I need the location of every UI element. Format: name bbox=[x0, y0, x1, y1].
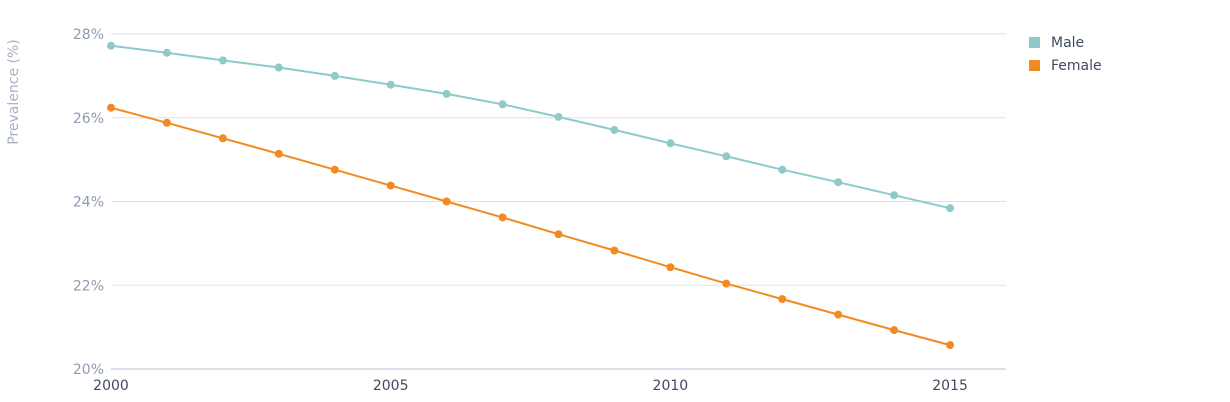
x-tick-label: 2005 bbox=[373, 378, 409, 394]
y-tick-label: 28% bbox=[73, 27, 104, 43]
data-point-female-2006[interactable] bbox=[442, 197, 451, 206]
series-female bbox=[107, 103, 955, 350]
y-tick-label: 26% bbox=[73, 111, 104, 127]
data-point-male-2013[interactable] bbox=[834, 178, 843, 187]
legend-swatch-male bbox=[1029, 37, 1040, 48]
series-line-male bbox=[110, 44, 951, 210]
data-point-male-2006[interactable] bbox=[442, 89, 451, 98]
data-point-male-2003[interactable] bbox=[274, 63, 283, 72]
y-tick-label: 22% bbox=[73, 278, 104, 294]
data-point-male-2012[interactable] bbox=[778, 165, 787, 174]
legend-label-male: Male bbox=[1051, 35, 1084, 51]
data-point-female-2013[interactable] bbox=[834, 310, 843, 319]
legend-item-male[interactable]: Male bbox=[1029, 35, 1084, 51]
data-point-female-2007[interactable] bbox=[498, 213, 507, 222]
y-tick-label: 20% bbox=[73, 362, 104, 378]
series-layer bbox=[107, 41, 955, 350]
x-tick-label: 2010 bbox=[653, 378, 689, 394]
data-point-female-2009[interactable] bbox=[610, 246, 619, 255]
legend-swatch-female bbox=[1029, 60, 1040, 71]
data-point-female-2004[interactable] bbox=[330, 165, 339, 174]
data-point-female-2000[interactable] bbox=[107, 103, 115, 112]
legend-label-female: Female bbox=[1051, 58, 1102, 74]
data-point-male-2002[interactable] bbox=[218, 56, 227, 65]
data-point-male-2009[interactable] bbox=[610, 125, 619, 134]
data-point-female-2008[interactable] bbox=[554, 230, 563, 239]
series-male bbox=[107, 41, 955, 213]
x-tick-label: 2015 bbox=[932, 378, 968, 394]
data-point-female-2003[interactable] bbox=[274, 149, 283, 158]
data-point-male-2001[interactable] bbox=[162, 48, 171, 57]
data-point-male-2005[interactable] bbox=[386, 80, 395, 89]
data-point-male-2015[interactable] bbox=[946, 204, 955, 213]
data-point-female-2011[interactable] bbox=[722, 279, 731, 288]
data-point-female-2012[interactable] bbox=[778, 295, 787, 304]
x-tick-label: 2000 bbox=[93, 378, 129, 394]
y-tick-label: 24% bbox=[73, 195, 104, 211]
data-point-female-2014[interactable] bbox=[890, 326, 899, 335]
data-point-female-2002[interactable] bbox=[218, 134, 227, 143]
legend-item-female[interactable]: Female bbox=[1029, 58, 1102, 74]
data-point-female-2001[interactable] bbox=[162, 118, 171, 127]
data-point-male-2008[interactable] bbox=[554, 112, 563, 121]
data-point-male-2004[interactable] bbox=[330, 71, 339, 80]
data-point-male-2010[interactable] bbox=[666, 139, 675, 148]
series-line-female bbox=[110, 106, 951, 347]
y-axis-label: Prevalence (%) bbox=[6, 39, 22, 145]
legend: Male Female bbox=[1029, 35, 1102, 74]
gridlines bbox=[111, 33, 1006, 370]
data-point-female-2005[interactable] bbox=[386, 181, 395, 190]
data-point-male-2011[interactable] bbox=[722, 152, 731, 161]
data-point-male-2000[interactable] bbox=[107, 41, 115, 50]
data-point-male-2014[interactable] bbox=[890, 191, 899, 200]
axes: 20% 22% 24% 26% 28% 2000 2005 2010 2015 bbox=[73, 27, 968, 394]
data-point-female-2015[interactable] bbox=[946, 341, 955, 350]
data-point-female-2010[interactable] bbox=[666, 263, 675, 272]
data-point-male-2007[interactable] bbox=[498, 100, 507, 109]
